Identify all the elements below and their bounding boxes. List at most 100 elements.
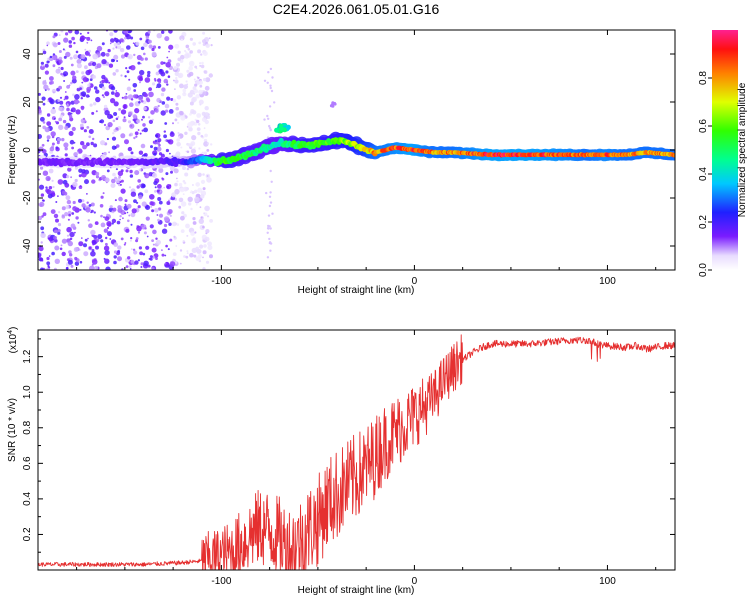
noise-speck	[46, 44, 49, 47]
noise-speck	[160, 92, 165, 97]
noise-speck	[79, 208, 82, 211]
noise-speck	[113, 101, 119, 107]
noise-speck	[156, 189, 160, 193]
noise-speck	[72, 75, 77, 80]
noise-speck	[174, 88, 176, 90]
noise-speck	[68, 250, 72, 254]
colorbar-tick-label: 0.4	[698, 167, 709, 181]
noise-speck	[100, 239, 104, 243]
noise-speck	[158, 168, 164, 173]
noise-speck	[149, 224, 154, 229]
noise-speck	[169, 261, 176, 267]
noise-speck	[145, 205, 151, 210]
noise-speck	[174, 79, 179, 84]
noise-speck	[70, 70, 76, 76]
noise-speck	[184, 172, 189, 177]
noise-speck	[185, 255, 189, 259]
noise-speck	[134, 131, 139, 136]
noise-speck	[104, 250, 110, 256]
noise-speck	[130, 212, 136, 218]
noise-speck	[38, 252, 42, 258]
noise-speck	[44, 79, 47, 82]
spectrogram-noise-layer	[38, 30, 276, 270]
noise-speck	[38, 246, 44, 252]
noise-speck	[270, 89, 274, 93]
noise-speck	[148, 91, 154, 98]
noise-speck	[74, 178, 78, 183]
noise-speck	[170, 170, 173, 174]
noise-speck	[138, 96, 144, 101]
noise-speck	[163, 186, 165, 189]
noise-speck	[153, 180, 158, 186]
snr-plot-area	[38, 330, 675, 570]
noise-speck	[67, 240, 74, 247]
noise-speck	[196, 119, 200, 124]
noise-speck	[185, 51, 188, 54]
noise-speck	[209, 219, 214, 223]
noise-speck	[75, 216, 79, 220]
noise-speck	[113, 260, 117, 265]
noise-speck	[200, 194, 205, 199]
noise-speck	[206, 215, 210, 218]
noise-speck	[88, 223, 93, 228]
noise-speck	[192, 86, 197, 91]
noise-speck	[138, 101, 141, 104]
noise-speck	[180, 146, 183, 149]
noise-speck	[55, 201, 58, 203]
noise-speck	[120, 54, 126, 59]
noise-speck	[149, 201, 154, 206]
noise-speck	[46, 60, 50, 64]
noise-speck	[155, 71, 160, 76]
noise-speck	[130, 237, 133, 240]
noise-speck	[68, 213, 71, 217]
noise-speck	[90, 211, 92, 214]
noise-speck	[209, 254, 213, 259]
noise-speck	[138, 246, 142, 250]
noise-speck	[81, 107, 84, 111]
noise-speck	[117, 45, 122, 50]
noise-speck	[119, 215, 122, 218]
noise-speck	[86, 142, 90, 147]
noise-speck	[137, 205, 141, 209]
noise-speck	[134, 170, 140, 176]
noise-speck	[138, 183, 142, 186]
noise-speck	[46, 135, 51, 140]
noise-speck	[196, 127, 201, 131]
snr-xtick-label: 0	[412, 576, 418, 587]
noise-speck	[80, 54, 86, 60]
noise-speck	[269, 129, 272, 132]
noise-speck	[65, 205, 70, 210]
noise-speck	[44, 70, 50, 75]
noise-speck	[194, 89, 199, 94]
noise-speck	[166, 83, 169, 86]
noise-speck	[167, 59, 172, 63]
noise-speck	[198, 89, 204, 95]
noise-speck	[109, 32, 114, 37]
noise-speck	[160, 61, 164, 65]
noise-speck	[105, 61, 110, 66]
noise-speck	[157, 46, 161, 49]
noise-speck	[82, 144, 87, 150]
noise-speck	[124, 199, 128, 203]
noise-speck	[40, 193, 45, 197]
noise-speck	[202, 187, 206, 191]
noise-speck	[148, 257, 151, 260]
noise-speck	[166, 185, 170, 189]
noise-speck	[110, 183, 116, 188]
noise-speck	[268, 237, 271, 241]
noise-speck	[46, 261, 51, 266]
noise-speck	[111, 218, 117, 224]
noise-speck	[133, 250, 138, 255]
noise-speck	[119, 47, 125, 53]
noise-speck	[64, 91, 67, 93]
noise-speck	[164, 122, 168, 125]
noise-speck	[45, 186, 48, 189]
noise-speck	[200, 64, 205, 69]
noise-speck	[269, 201, 273, 204]
noise-speck	[72, 93, 75, 97]
noise-speck	[118, 175, 121, 179]
noise-speck	[55, 218, 59, 223]
noise-speck	[130, 259, 135, 264]
noise-speck	[180, 38, 183, 41]
noise-speck	[86, 41, 89, 44]
